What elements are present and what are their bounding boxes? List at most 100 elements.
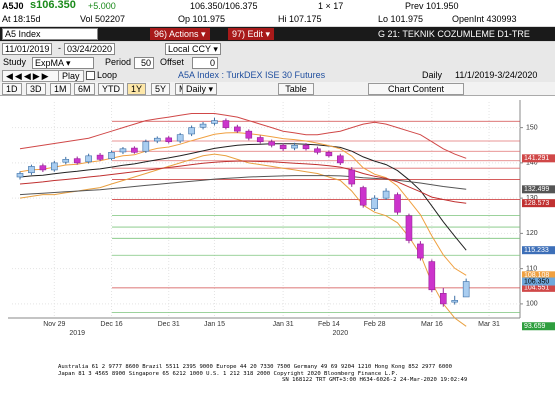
- y-tick-label: 150: [526, 124, 538, 131]
- chart: 100 110 120 130 140 150 Nov 29 Dec 16 Dec 31 Jan …: [0, 96, 555, 364]
- candle-body: [268, 141, 275, 146]
- range-button[interactable]: 3D: [26, 83, 46, 95]
- candle-body: [462, 281, 470, 298]
- candle-body: [62, 159, 70, 163]
- range-button[interactable]: 1Y: [127, 83, 147, 95]
- y-tick-label: 120: [526, 230, 538, 237]
- ticker: A5J0: [2, 1, 24, 11]
- candle-body: [245, 130, 253, 139]
- open-interest: OpenInt 430993: [452, 14, 517, 24]
- candle-body: [325, 152, 333, 157]
- date-row: 11/01/2019 - 03/24/2020 Local CCY: [0, 42, 555, 56]
- range-button[interactable]: YTD: [98, 83, 124, 95]
- value-box: [522, 271, 555, 280]
- last-price: s106.350: [30, 0, 76, 11]
- candle-body: [394, 194, 401, 213]
- candle-body: [96, 154, 104, 160]
- periodicity[interactable]: Daily: [182, 83, 218, 95]
- candle-body: [359, 187, 367, 206]
- study[interactable]: ExpMA: [32, 57, 94, 69]
- candle-body: [85, 155, 92, 163]
- toolbar: A5 Index 96) Actions 97) Edit G 21: TEKN…: [0, 27, 555, 41]
- year-label: 2020: [333, 330, 349, 337]
- x-tick-label: Mar 31: [478, 321, 500, 328]
- table-button[interactable]: Table: [278, 83, 314, 95]
- actions-button[interactable]: 96) Actions: [150, 28, 210, 40]
- candle-body: [405, 215, 413, 241]
- y-tick-label: 110: [526, 265, 537, 272]
- x-tick-label: Dec 31: [158, 321, 180, 328]
- start-date[interactable]: 11/01/2019: [2, 43, 53, 55]
- value-box: [522, 246, 555, 255]
- value-box: [522, 322, 555, 331]
- play-row: ◀◀◀▶▶ Play Loop A5A Index : TurkDEX ISE …: [0, 69, 555, 82]
- offset[interactable]: 0: [192, 57, 218, 69]
- candle-body: [222, 120, 230, 128]
- x-tick-label: Jan 15: [204, 321, 225, 328]
- candle-body: [176, 134, 184, 142]
- value-box: [522, 185, 555, 194]
- candle-body: [428, 261, 436, 291]
- playback-controls[interactable]: ◀◀◀▶▶: [2, 70, 60, 82]
- value-box: [522, 154, 555, 163]
- value-box-label: 108.108: [524, 272, 549, 279]
- candle-body: [199, 123, 207, 128]
- period-label: Period: [105, 57, 132, 67]
- candle-body: [211, 120, 218, 124]
- range-row: 1D3D1M6MYTD1Y5YMax Daily Table Chart Con…: [0, 82, 555, 96]
- footer-line: SN 168122 TRT GMT+3:00 H634-6026-2 24-Ma…: [282, 377, 468, 384]
- low: Lo 101.975: [378, 14, 424, 24]
- edit-button[interactable]: 97) Edit: [228, 28, 275, 40]
- candle-body: [417, 243, 424, 259]
- candle-body: [337, 155, 344, 164]
- chart-content-button[interactable]: Chart Content: [368, 83, 464, 95]
- candle-body: [131, 147, 138, 153]
- security-field[interactable]: A5 Index: [2, 28, 98, 40]
- candle-body: [291, 144, 298, 149]
- footer-line: Australia 61 2 9777 8600 Brazil 5511 239…: [58, 364, 453, 370]
- prev: Prev 101.950: [405, 1, 459, 11]
- volume: Vol 502207: [80, 14, 126, 24]
- value-box: [522, 277, 555, 286]
- frequency: Daily: [422, 70, 443, 80]
- indicator-line: [19, 160, 467, 204]
- high: Hi 107.175: [278, 14, 322, 24]
- y-tick-label: 130: [526, 195, 538, 202]
- x-tick-label: Mar 16: [421, 321, 443, 328]
- quote-row: At 18:15d Vol 502207 Op 101.975 Hi 107.1…: [0, 13, 555, 26]
- value-box: [522, 199, 555, 208]
- loop-checkbox[interactable]: [86, 71, 95, 80]
- period[interactable]: 50: [134, 57, 154, 69]
- candle-body: [314, 148, 321, 153]
- page-title: G 21: TEKNIK COZUMLEME D1-TRE: [378, 29, 530, 39]
- range-button[interactable]: 1D: [2, 83, 22, 95]
- candle-body: [51, 162, 58, 171]
- end-date[interactable]: 03/24/2020: [64, 43, 116, 55]
- value-box: [522, 283, 555, 292]
- value-box-label: 115.233: [524, 247, 549, 254]
- range-button[interactable]: 1M: [50, 83, 71, 95]
- indicator-line: [19, 143, 467, 251]
- value-box-label: 132.499: [524, 186, 549, 193]
- play-button[interactable]: Play: [58, 70, 84, 82]
- candle-body: [256, 137, 264, 143]
- candle-body: [234, 126, 241, 132]
- candle-body: [371, 197, 378, 210]
- last-price-label: 106.350: [524, 278, 549, 285]
- range-button[interactable]: 5Y: [151, 83, 171, 95]
- currency[interactable]: Local CCY: [165, 43, 221, 55]
- candle-body: [108, 152, 115, 159]
- offset-label: Offset: [160, 57, 184, 67]
- candle-body: [153, 137, 161, 142]
- range-button[interactable]: 6M: [74, 83, 95, 95]
- value-box-label: 93.659: [524, 323, 546, 330]
- candle-body: [279, 144, 287, 150]
- bid-ask: 106.350/106.375: [190, 1, 258, 11]
- indicator-line: [19, 113, 467, 159]
- footer-line: Japan 81 3 4565 8900 Singapore 65 6212 1…: [58, 370, 399, 377]
- x-tick-label: Jan 31: [273, 321, 294, 328]
- size: 1 × 17: [318, 1, 344, 11]
- time: At 18:15d: [2, 14, 41, 24]
- open: Op 101.975: [178, 14, 226, 24]
- candle-body: [142, 141, 150, 152]
